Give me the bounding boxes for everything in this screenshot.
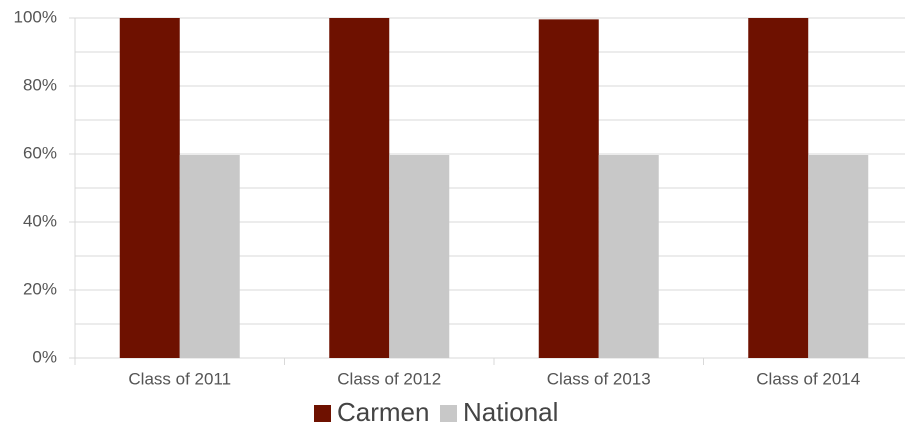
- y-tick-label: 60%: [23, 143, 57, 162]
- x-tick-label: Class of 2011: [128, 369, 231, 388]
- y-tick-label: 0%: [32, 347, 57, 366]
- y-tick-label: 80%: [23, 75, 57, 94]
- y-tick-label: 100%: [14, 7, 57, 26]
- legend-label: National: [463, 397, 558, 427]
- bar: [329, 18, 390, 358]
- bar: [538, 19, 599, 359]
- bar: [179, 155, 240, 358]
- bar: [598, 155, 659, 358]
- legend-swatch: [314, 405, 331, 422]
- x-tick-label: Class of 2014: [756, 369, 860, 388]
- legend-label: Carmen: [337, 397, 429, 427]
- legend-swatch: [440, 405, 457, 422]
- x-tick-label: Class of 2013: [547, 369, 651, 388]
- y-tick-label: 40%: [23, 211, 57, 230]
- bar: [119, 18, 180, 358]
- y-tick-label: 20%: [23, 279, 57, 298]
- x-tick-label: Class of 2012: [337, 369, 441, 388]
- bar: [808, 155, 869, 358]
- bar: [748, 18, 809, 358]
- bar: [389, 155, 450, 358]
